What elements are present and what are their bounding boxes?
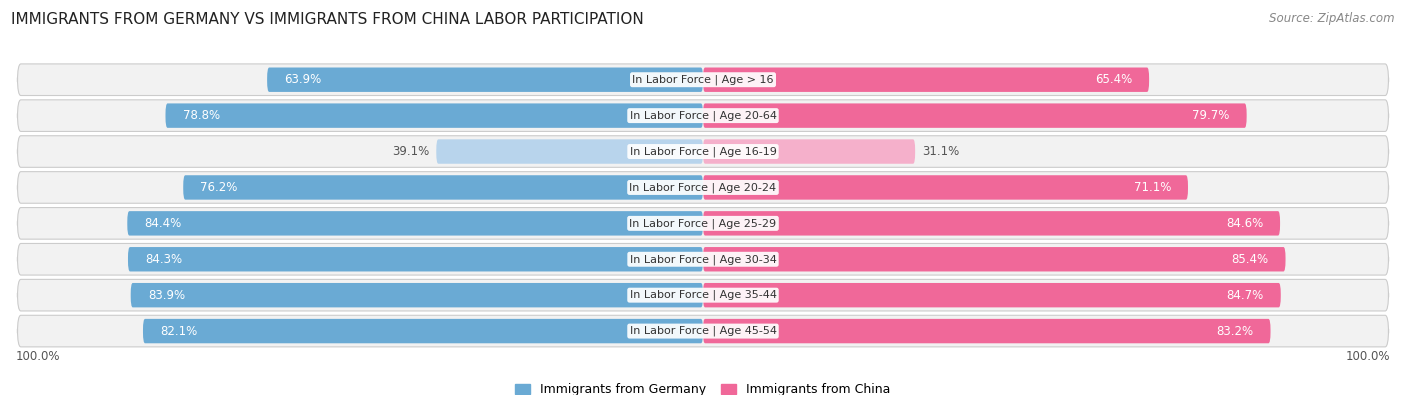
Text: In Labor Force | Age 16-19: In Labor Force | Age 16-19 xyxy=(630,146,776,157)
Text: 82.1%: 82.1% xyxy=(160,325,197,338)
FancyBboxPatch shape xyxy=(17,279,1389,311)
Text: 85.4%: 85.4% xyxy=(1232,253,1268,266)
FancyBboxPatch shape xyxy=(703,319,1271,343)
Text: 83.9%: 83.9% xyxy=(148,289,184,302)
FancyBboxPatch shape xyxy=(703,283,1281,307)
Text: 63.9%: 63.9% xyxy=(284,73,322,86)
Text: 84.4%: 84.4% xyxy=(145,217,181,230)
Text: 78.8%: 78.8% xyxy=(183,109,219,122)
FancyBboxPatch shape xyxy=(17,207,1389,239)
Text: 79.7%: 79.7% xyxy=(1192,109,1230,122)
FancyBboxPatch shape xyxy=(183,175,703,199)
FancyBboxPatch shape xyxy=(128,247,703,271)
Text: In Labor Force | Age 20-24: In Labor Force | Age 20-24 xyxy=(630,182,776,193)
FancyBboxPatch shape xyxy=(17,136,1389,167)
FancyBboxPatch shape xyxy=(131,283,703,307)
Text: In Labor Force | Age 30-34: In Labor Force | Age 30-34 xyxy=(630,254,776,265)
Text: 65.4%: 65.4% xyxy=(1095,73,1132,86)
Text: 100.0%: 100.0% xyxy=(15,350,60,363)
Text: 83.2%: 83.2% xyxy=(1216,325,1254,338)
Text: 76.2%: 76.2% xyxy=(200,181,238,194)
FancyBboxPatch shape xyxy=(17,64,1389,96)
Text: 71.1%: 71.1% xyxy=(1133,181,1171,194)
FancyBboxPatch shape xyxy=(17,315,1389,347)
FancyBboxPatch shape xyxy=(143,319,703,343)
FancyBboxPatch shape xyxy=(703,103,1247,128)
Text: In Labor Force | Age 25-29: In Labor Force | Age 25-29 xyxy=(630,218,776,229)
FancyBboxPatch shape xyxy=(128,211,703,235)
FancyBboxPatch shape xyxy=(703,139,915,164)
Text: IMMIGRANTS FROM GERMANY VS IMMIGRANTS FROM CHINA LABOR PARTICIPATION: IMMIGRANTS FROM GERMANY VS IMMIGRANTS FR… xyxy=(11,12,644,27)
Text: In Labor Force | Age 45-54: In Labor Force | Age 45-54 xyxy=(630,326,776,336)
FancyBboxPatch shape xyxy=(703,68,1149,92)
FancyBboxPatch shape xyxy=(267,68,703,92)
FancyBboxPatch shape xyxy=(17,243,1389,275)
Text: 84.3%: 84.3% xyxy=(145,253,183,266)
Text: 84.6%: 84.6% xyxy=(1226,217,1263,230)
FancyBboxPatch shape xyxy=(17,100,1389,132)
Text: 100.0%: 100.0% xyxy=(1346,350,1391,363)
FancyBboxPatch shape xyxy=(703,175,1188,199)
Text: In Labor Force | Age 35-44: In Labor Force | Age 35-44 xyxy=(630,290,776,301)
Text: 84.7%: 84.7% xyxy=(1226,289,1264,302)
Text: 39.1%: 39.1% xyxy=(392,145,429,158)
Text: In Labor Force | Age > 16: In Labor Force | Age > 16 xyxy=(633,75,773,85)
Legend: Immigrants from Germany, Immigrants from China: Immigrants from Germany, Immigrants from… xyxy=(510,378,896,395)
FancyBboxPatch shape xyxy=(703,211,1279,235)
Text: In Labor Force | Age 20-64: In Labor Force | Age 20-64 xyxy=(630,110,776,121)
FancyBboxPatch shape xyxy=(17,172,1389,203)
Text: 31.1%: 31.1% xyxy=(922,145,959,158)
FancyBboxPatch shape xyxy=(703,247,1285,271)
Text: Source: ZipAtlas.com: Source: ZipAtlas.com xyxy=(1270,12,1395,25)
FancyBboxPatch shape xyxy=(436,139,703,164)
FancyBboxPatch shape xyxy=(166,103,703,128)
